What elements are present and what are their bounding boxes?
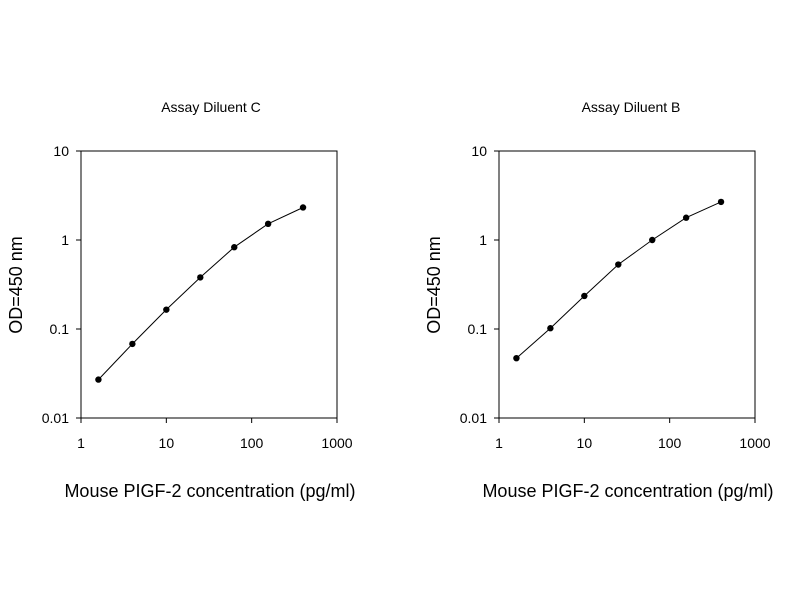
data-point bbox=[231, 244, 238, 251]
data-point bbox=[129, 340, 136, 348]
chart-title: Assay Diluent C bbox=[161, 99, 261, 115]
y-tick-label: 10 bbox=[53, 143, 69, 159]
plot-area-frame bbox=[80, 150, 338, 419]
x-axis-label: Mouse PIGF-2 concentration (pg/ml) bbox=[482, 481, 773, 501]
x-tick-label: 10 bbox=[577, 435, 593, 451]
data-point bbox=[615, 261, 622, 268]
plot-area-frame bbox=[498, 150, 756, 419]
y-tick-label: 0.01 bbox=[42, 410, 69, 426]
data-point bbox=[649, 236, 656, 244]
data-point bbox=[513, 354, 520, 362]
data-marks bbox=[513, 198, 725, 362]
data-point bbox=[581, 292, 588, 300]
x-tick-label: 1 bbox=[495, 435, 503, 451]
data-point bbox=[547, 325, 554, 332]
y-axis-label: OD=450 nm bbox=[6, 236, 26, 334]
x-tick-label: 100 bbox=[658, 435, 682, 451]
chart-panel-assay-diluent-c: Assay Diluent C OD=450 nm Mouse PIGF-2 c… bbox=[6, 99, 356, 501]
data-point bbox=[197, 274, 204, 281]
axis-ticks: 1 10 100 1000 0.01 0.1 1 10 bbox=[42, 143, 353, 451]
data-point bbox=[95, 376, 102, 383]
y-axis-label: OD=450 nm bbox=[424, 236, 444, 334]
series-line bbox=[516, 201, 722, 359]
series-line bbox=[98, 207, 304, 380]
data-point bbox=[299, 204, 307, 211]
chart-panel-assay-diluent-b: Assay Diluent B OD=450 nm Mouse PIGF-2 c… bbox=[424, 99, 774, 501]
chart-title: Assay Diluent B bbox=[582, 99, 681, 115]
axis-ticks: 1 10 100 1000 0.01 0.1 1 10 bbox=[460, 143, 771, 451]
data-marks bbox=[95, 204, 307, 383]
x-axis-label: Mouse PIGF-2 concentration (pg/ml) bbox=[64, 481, 355, 501]
y-tick-label: 1 bbox=[61, 232, 69, 248]
x-tick-label: 100 bbox=[240, 435, 264, 451]
x-tick-label: 1000 bbox=[739, 435, 770, 451]
data-point bbox=[717, 198, 725, 206]
x-tick-label: 1000 bbox=[321, 435, 352, 451]
x-tick-label: 1 bbox=[77, 435, 85, 451]
x-tick-label: 10 bbox=[159, 435, 175, 451]
y-tick-label: 1 bbox=[479, 232, 487, 248]
y-tick-label: 10 bbox=[471, 143, 487, 159]
y-tick-label: 0.01 bbox=[460, 410, 487, 426]
y-tick-label: 0.1 bbox=[50, 321, 70, 337]
data-point bbox=[682, 214, 690, 221]
y-tick-label: 0.1 bbox=[468, 321, 488, 337]
data-point bbox=[264, 220, 272, 228]
data-point bbox=[163, 306, 170, 313]
